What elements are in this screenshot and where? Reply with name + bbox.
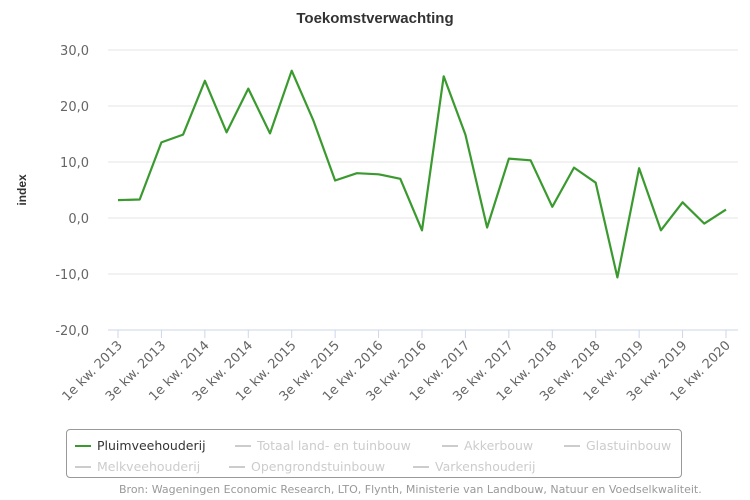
y-tick-label: 30,0 — [60, 44, 89, 59]
legend-item-akkerbouw[interactable]: Akkerbouw — [442, 438, 533, 453]
data-point[interactable] — [461, 131, 469, 139]
data-point[interactable] — [440, 72, 448, 80]
data-point[interactable] — [244, 85, 252, 93]
data-point[interactable] — [418, 226, 426, 234]
data-point[interactable] — [288, 67, 296, 75]
chart-title: Toekomstverwachting — [296, 10, 453, 27]
legend-item-totaal-land-en-tuinbouw[interactable]: Totaal land- en tuinbouw — [235, 438, 411, 453]
data-point[interactable] — [635, 164, 643, 172]
y-axis-ticks: 30,0 20,0 10,0 0,0 -10,0 -20,0 — [55, 44, 89, 339]
data-point[interactable] — [570, 164, 578, 172]
legend-swatch — [235, 444, 251, 447]
legend-label: Akkerbouw — [464, 438, 534, 453]
legend-swatch — [564, 444, 580, 447]
data-point[interactable] — [700, 220, 708, 228]
data-point[interactable] — [266, 129, 274, 137]
legend-label: Pluimveehouderij — [97, 438, 206, 453]
data-point[interactable] — [505, 155, 513, 163]
y-tick-label: 20,0 — [60, 100, 89, 115]
data-point[interactable] — [375, 170, 383, 178]
legend-label: Glastuinbouw — [586, 438, 672, 453]
data-point[interactable] — [353, 169, 361, 177]
data-point[interactable] — [396, 175, 404, 183]
y-tick-label: -10,0 — [55, 268, 89, 283]
legend-item-glastuinbouw[interactable]: Glastuinbouw — [564, 438, 671, 453]
y-tick-label: 10,0 — [60, 156, 89, 171]
data-point[interactable] — [331, 176, 339, 184]
data-point[interactable] — [483, 224, 491, 232]
data-point[interactable] — [136, 196, 144, 204]
series-line — [117, 69, 727, 279]
y-tick-label: 0,0 — [68, 212, 89, 227]
data-point[interactable] — [114, 196, 122, 204]
legend-item-opengrondstuinbouw[interactable]: Opengrondstuinbouw — [229, 459, 385, 474]
data-point[interactable] — [548, 203, 556, 211]
data-point[interactable] — [613, 273, 621, 281]
legend-swatch — [413, 465, 429, 468]
legend-item-pluimveehouderij[interactable]: Pluimveehouderij — [75, 438, 206, 453]
series-layer — [114, 67, 730, 281]
legend-item-melkveehouderij[interactable]: Melkveehouderij — [75, 459, 200, 474]
y-axis-label: index — [15, 174, 29, 206]
data-point[interactable] — [527, 156, 535, 164]
data-point[interactable] — [722, 206, 730, 214]
legend-label: Totaal land- en tuinbouw — [257, 438, 411, 453]
data-point[interactable] — [679, 198, 687, 206]
legend-label: Varkenshouderij — [435, 459, 536, 474]
data-point[interactable] — [201, 77, 209, 85]
data-point[interactable] — [179, 131, 187, 139]
grid-lines — [108, 49, 738, 331]
legend-label: Opengrondstuinbouw — [251, 459, 386, 474]
legend-swatch — [229, 465, 245, 468]
legend-label: Melkveehouderij — [97, 459, 201, 474]
legend-swatch — [75, 465, 91, 468]
legend-swatch — [75, 444, 91, 447]
y-tick-label: -20,0 — [55, 324, 89, 339]
data-point[interactable] — [657, 226, 665, 234]
legend: Pluimveehouderij Totaal land- en tuinbou… — [66, 429, 682, 478]
data-point[interactable] — [223, 128, 231, 136]
legend-item-varkenshouderij[interactable]: Varkenshouderij — [413, 459, 536, 474]
data-point[interactable] — [592, 179, 600, 187]
data-point[interactable] — [309, 117, 317, 125]
data-point[interactable] — [157, 138, 165, 146]
legend-swatch — [442, 444, 458, 447]
source-credit: Bron: Wageningen Economic Research, LTO,… — [119, 483, 702, 496]
